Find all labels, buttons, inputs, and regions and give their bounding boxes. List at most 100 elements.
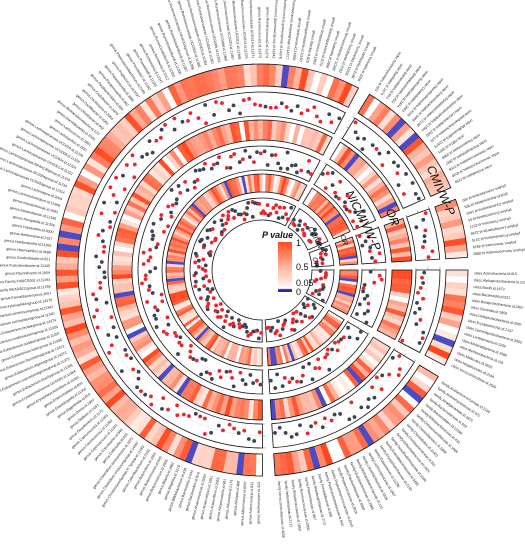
or-dot [203, 268, 208, 273]
heat-cell [379, 205, 400, 219]
or-dot [202, 284, 207, 288]
heat-cell [275, 120, 283, 142]
heat-cell [184, 440, 199, 464]
or-dot [276, 319, 280, 324]
or-dot [192, 185, 197, 190]
heat-cell [181, 312, 199, 325]
or-dot [295, 379, 299, 384]
heat-cell [82, 360, 105, 377]
or-dot [330, 171, 335, 175]
heat-cell [385, 402, 406, 423]
or-dot [91, 292, 95, 297]
or-dot [285, 166, 290, 171]
heat-cell [166, 254, 186, 260]
or-dot [318, 119, 323, 124]
heat-cell [310, 329, 325, 346]
or-dot [314, 260, 319, 265]
or-dot [339, 337, 343, 342]
or-dot [299, 168, 304, 173]
or-dot [322, 416, 327, 421]
heat-cell [273, 453, 282, 476]
or-dot [187, 414, 191, 418]
heat-cell [109, 126, 131, 146]
or-dot [323, 186, 328, 191]
or-dot [180, 119, 185, 124]
heat-cell [56, 262, 79, 270]
or-dot [193, 284, 198, 289]
heat-cell [119, 116, 139, 138]
axis-tick [367, 332, 370, 335]
or-dot [218, 375, 223, 380]
reference-arc [293, 217, 319, 246]
or-dot [320, 298, 325, 303]
heat-cell [161, 155, 179, 174]
or-dot [360, 147, 365, 152]
heat-cell [302, 188, 315, 205]
heat-cell [372, 413, 391, 436]
or-dot [320, 261, 325, 266]
or-dot [224, 221, 229, 226]
heat-cell [229, 178, 238, 197]
heat-cell [274, 346, 281, 365]
heat-cell [262, 174, 266, 193]
heat-cell [279, 176, 288, 195]
or-dot [243, 382, 248, 387]
taxon-label: genus.Ruminococcus.gauvreauiigroup.id.11… [271, 0, 279, 58]
track-frames [55, 63, 469, 477]
heat-cell [316, 201, 332, 217]
heat-cell [422, 169, 446, 186]
heat-cell [157, 363, 175, 382]
heat-cell [306, 390, 319, 411]
heat-cell [202, 192, 216, 209]
or-dot [228, 165, 233, 170]
or-dot [423, 211, 428, 216]
or-dot [150, 229, 155, 234]
heat-cell [86, 156, 109, 175]
or-dot [404, 172, 408, 176]
heat-cell [321, 74, 335, 98]
heat-cell [178, 308, 196, 320]
or-dot [188, 349, 193, 354]
or-dot [108, 185, 113, 190]
or-dot [410, 181, 415, 185]
heat-cell [263, 64, 270, 87]
heat-cell [326, 312, 343, 325]
heat-cell [336, 242, 355, 251]
heat-cell [238, 398, 246, 419]
or-dot [317, 237, 322, 242]
heat-cell [220, 340, 231, 358]
or-dot [327, 112, 332, 117]
heat-cell [142, 175, 161, 192]
or-dot [224, 314, 229, 319]
or-dot [368, 245, 373, 250]
or-dot [230, 207, 235, 212]
or-dot [205, 304, 210, 309]
or-dot [302, 233, 307, 238]
heat-cell [333, 144, 349, 164]
or-dot [338, 412, 343, 416]
track-frame [397, 269, 441, 354]
or-dot [255, 150, 259, 154]
heat-cell [193, 200, 208, 216]
heat-cell [166, 260, 185, 265]
or-dot [150, 150, 155, 155]
or-dot [379, 277, 384, 282]
heat-cell [170, 236, 189, 246]
heat-cell [338, 284, 357, 292]
or-dot [258, 151, 263, 156]
or-dot [109, 343, 114, 348]
or-dot [111, 193, 116, 197]
heat-cell [171, 296, 190, 306]
heat-cell [228, 343, 238, 362]
or-dot [203, 358, 208, 362]
or-dot [160, 406, 164, 411]
or-dot [294, 170, 299, 175]
heat-cell [161, 86, 178, 110]
or-dot [148, 247, 152, 252]
or-dot [333, 190, 338, 195]
or-dot [397, 354, 402, 358]
or-dot [255, 378, 259, 383]
or-dot [305, 225, 310, 230]
or-dot [148, 255, 153, 260]
or-dot [99, 211, 104, 216]
